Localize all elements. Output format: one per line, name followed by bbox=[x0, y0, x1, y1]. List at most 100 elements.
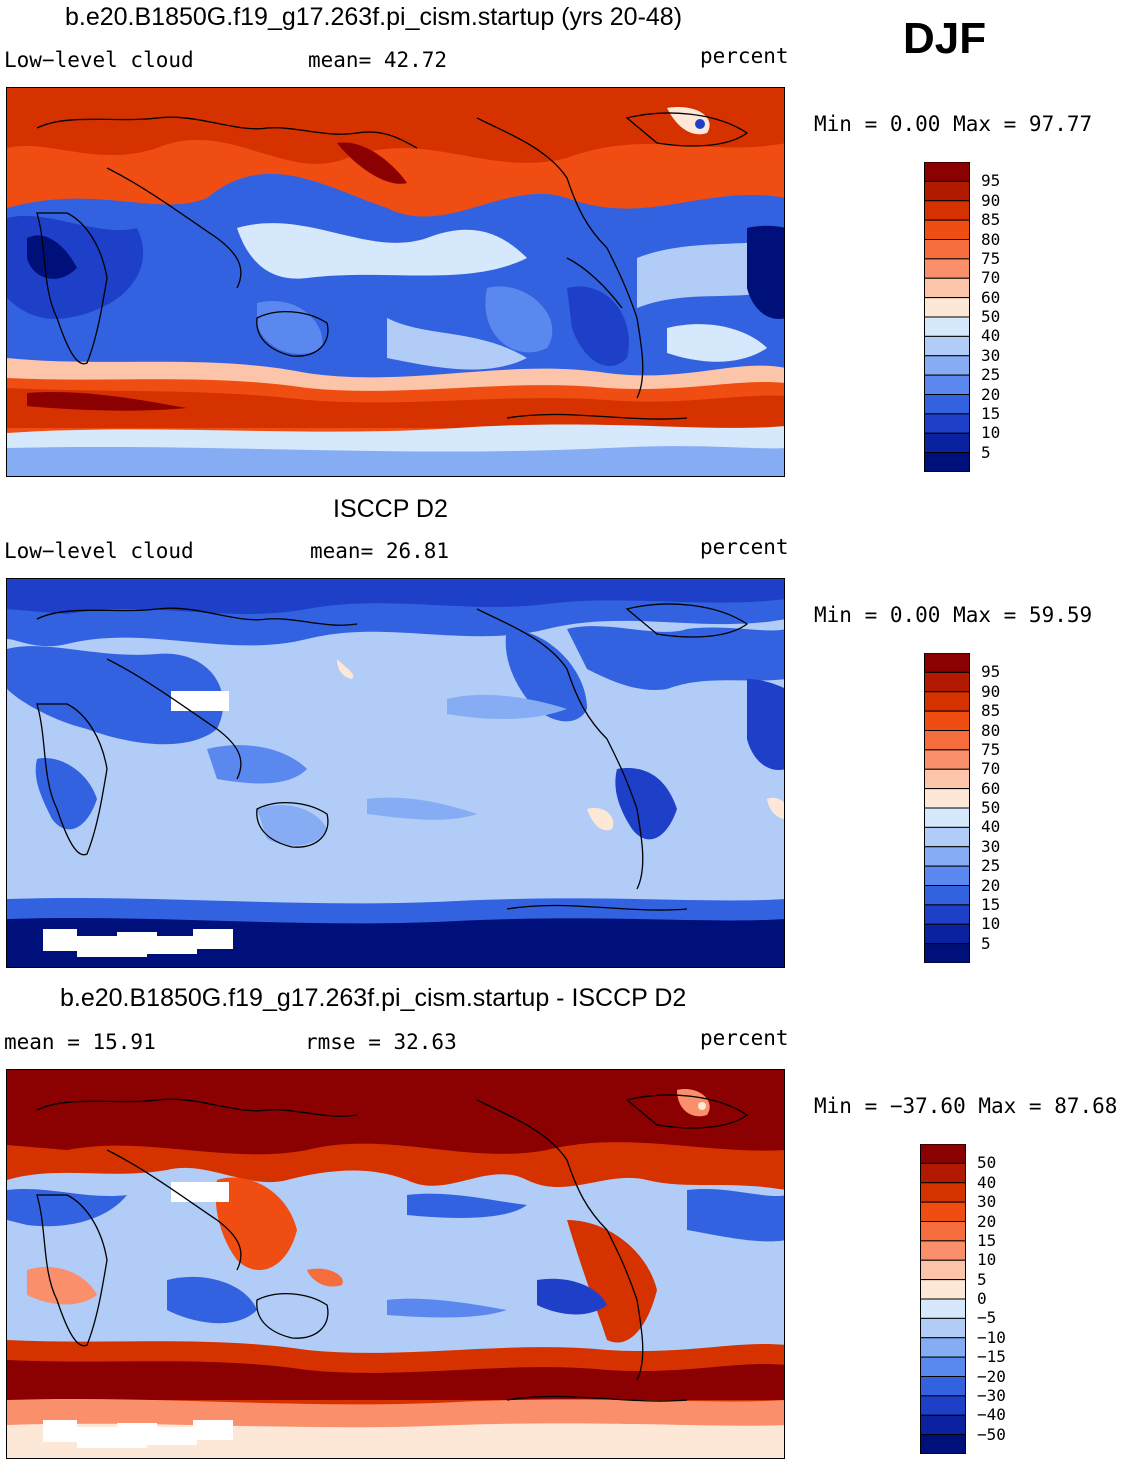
colorbar-tick-label: −40 bbox=[977, 1405, 1006, 1425]
colorbar-swatch bbox=[920, 1144, 966, 1164]
colorbar-swatch bbox=[920, 1395, 966, 1416]
colorbar-tick-label: 10 bbox=[981, 423, 1001, 443]
colorbar-tick-label: −5 bbox=[977, 1308, 997, 1328]
colorbar-tick-label: 75 bbox=[981, 248, 1001, 268]
colorbar-swatch bbox=[924, 277, 970, 299]
colorbar-swatch bbox=[924, 788, 970, 809]
colorbar-swatch bbox=[924, 749, 970, 770]
colorbar-tick-label: 75 bbox=[981, 739, 1001, 759]
colorbar-swatch bbox=[924, 671, 970, 693]
panel-3-units: percent bbox=[700, 1026, 789, 1050]
panel-1-title: b.e20.B1850G.f19_g17.263f.pi_cism.startu… bbox=[65, 3, 683, 31]
colorbar-swatch bbox=[924, 904, 970, 925]
colorbar-tick-label: 30 bbox=[981, 345, 1001, 365]
colorbar-swatch bbox=[920, 1376, 966, 1397]
panel-1-colorbar: 95 90 85 80 75 70 60 50 40 30 25 20 15 10 5 bbox=[924, 162, 1014, 472]
colorbar-swatch bbox=[924, 730, 970, 751]
panel-2-map bbox=[6, 578, 785, 968]
colorbar-swatch bbox=[924, 691, 970, 712]
panel-3-rmse: rmse = 32.63 bbox=[305, 1030, 457, 1054]
panel-2-map-canvas bbox=[7, 579, 784, 967]
colorbar-swatch bbox=[924, 200, 970, 221]
colorbar-swatch bbox=[924, 316, 970, 337]
colorbar-tick-label: 40 bbox=[981, 817, 1001, 837]
colorbar-tick-label: 70 bbox=[981, 268, 1001, 288]
colorbar-swatch bbox=[920, 1414, 966, 1436]
colorbar-swatch bbox=[920, 1279, 966, 1300]
panel-3-colorbar: 50 40 30 20 15 10 5 0 −5 −10 −15 −20 −30 −40 −50 bbox=[920, 1144, 1020, 1454]
colorbar-tick-label: 50 bbox=[977, 1153, 997, 1173]
colorbar-tick-label: −15 bbox=[977, 1347, 1006, 1367]
panel-1-mean: mean= 42.72 bbox=[308, 48, 448, 72]
colorbar-swatch bbox=[924, 943, 970, 963]
colorbar-swatch bbox=[920, 1182, 966, 1203]
colorbar-swatch bbox=[924, 826, 970, 848]
colorbar-swatch bbox=[924, 846, 970, 867]
colorbar-swatch bbox=[920, 1221, 966, 1242]
panel-1-colorbar-bar bbox=[924, 162, 970, 472]
colorbar-tick-label: 50 bbox=[981, 798, 1001, 817]
panel-2-variable-label: Low−level cloud bbox=[4, 539, 194, 563]
colorbar-tick-label: 20 bbox=[981, 875, 1001, 895]
colorbar-swatch bbox=[924, 335, 970, 357]
colorbar-tick-label: 60 bbox=[981, 778, 1001, 798]
panel-3-map-canvas bbox=[7, 1070, 784, 1458]
colorbar-swatch bbox=[920, 1298, 966, 1319]
colorbar-swatch bbox=[924, 923, 970, 945]
colorbar-swatch bbox=[924, 807, 970, 828]
panel-3-title: b.e20.B1850G.f19_g17.263f.pi_cism.startu… bbox=[60, 984, 687, 1012]
colorbar-tick-label: 20 bbox=[981, 384, 1001, 404]
colorbar-swatch bbox=[924, 355, 970, 376]
colorbar-tick-label: 70 bbox=[981, 759, 1001, 779]
colorbar-swatch bbox=[924, 452, 970, 472]
colorbar-swatch bbox=[920, 1356, 966, 1377]
colorbar-tick-label: 20 bbox=[977, 1211, 997, 1231]
panel-1-map-canvas bbox=[7, 88, 784, 476]
colorbar-swatch bbox=[924, 180, 970, 202]
panel-2-title: ISCCP D2 bbox=[333, 495, 448, 523]
colorbar-tick-label: −50 bbox=[977, 1424, 1006, 1444]
panel-3-colorbar-bar bbox=[920, 1144, 966, 1454]
colorbar-swatch bbox=[924, 653, 970, 673]
colorbar-swatch bbox=[924, 239, 970, 260]
colorbar-swatch bbox=[920, 1337, 966, 1358]
colorbar-tick-label: 50 bbox=[981, 307, 1001, 326]
panel-1-variable-label: Low−level cloud bbox=[4, 48, 194, 72]
colorbar-swatch bbox=[920, 1434, 966, 1454]
colorbar-swatch bbox=[924, 394, 970, 415]
colorbar-swatch bbox=[924, 413, 970, 434]
colorbar-tick-label: 30 bbox=[981, 836, 1001, 856]
colorbar-swatch bbox=[920, 1162, 966, 1184]
colorbar-tick-label: 25 bbox=[981, 365, 1001, 385]
colorbar-tick-label: 90 bbox=[981, 190, 1001, 210]
colorbar-tick-label: 40 bbox=[981, 326, 1001, 346]
panel-1-minmax: Min = 0.00 Max = 97.77 bbox=[814, 112, 1093, 136]
colorbar-tick-label: −30 bbox=[977, 1385, 1006, 1405]
colorbar-tick-label: 80 bbox=[981, 229, 1001, 249]
colorbar-tick-label: 5 bbox=[977, 1269, 987, 1289]
colorbar-swatch bbox=[920, 1201, 966, 1222]
colorbar-tick-label: 10 bbox=[981, 914, 1001, 934]
colorbar-swatch bbox=[924, 432, 970, 454]
colorbar-tick-label: 15 bbox=[981, 894, 1001, 914]
panel-3-map bbox=[6, 1069, 785, 1459]
colorbar-tick-label: 25 bbox=[981, 856, 1001, 876]
panel-2-minmax: Min = 0.00 Max = 59.59 bbox=[814, 603, 1093, 627]
colorbar-tick-label: 85 bbox=[981, 210, 1001, 230]
colorbar-tick-label: 90 bbox=[981, 681, 1001, 701]
colorbar-swatch bbox=[924, 297, 970, 318]
colorbar-swatch bbox=[920, 1240, 966, 1261]
colorbar-tick-label: 95 bbox=[981, 662, 1001, 682]
panel-3-mean: mean = 15.91 bbox=[4, 1030, 156, 1054]
panel-3-minmax: Min = −37.60 Max = 87.68 bbox=[814, 1094, 1118, 1118]
season-label: DJF bbox=[903, 14, 987, 63]
colorbar-swatch bbox=[924, 219, 970, 240]
panel-1-map bbox=[6, 87, 785, 477]
colorbar-tick-label: 30 bbox=[977, 1192, 997, 1212]
panel-2-units: percent bbox=[700, 535, 789, 559]
colorbar-swatch bbox=[924, 885, 970, 906]
colorbar-tick-label: 85 bbox=[981, 701, 1001, 721]
colorbar-tick-label: 0 bbox=[977, 1289, 987, 1308]
colorbar-swatch bbox=[924, 710, 970, 731]
colorbar-tick-label: 15 bbox=[981, 403, 1001, 423]
